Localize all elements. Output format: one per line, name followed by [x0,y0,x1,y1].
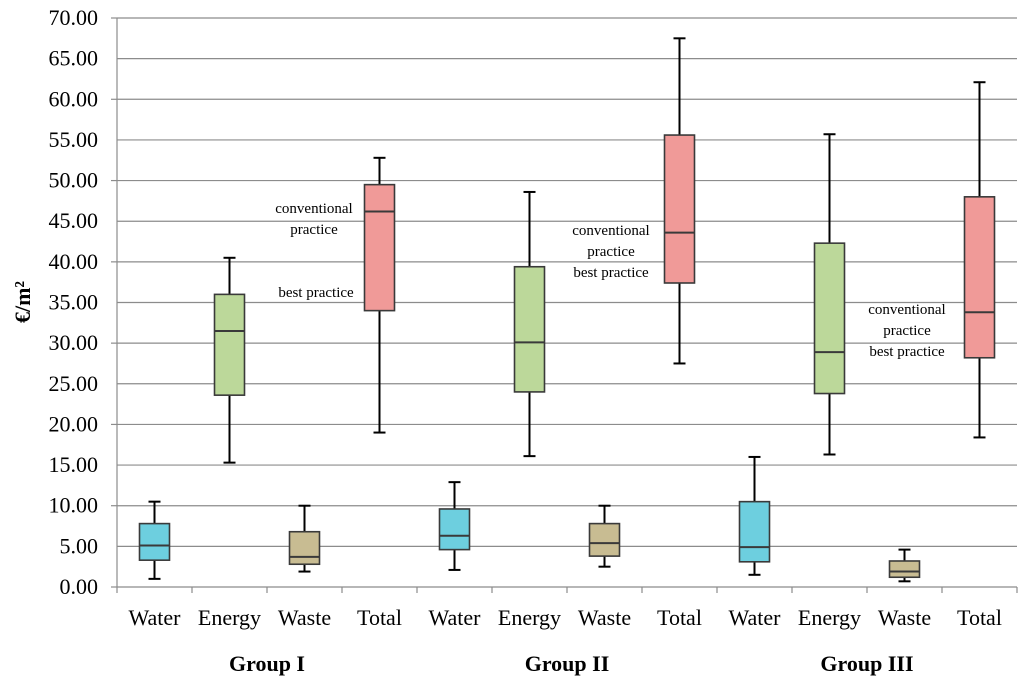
y-tick-label: 15.00 [49,452,99,477]
box-total-3 [963,81,996,439]
y-tick-label: 25.00 [49,371,99,396]
annotations: conventional practice best practice convent… [275,201,945,360]
box-waste-2 [588,504,621,568]
x-category-label: Energy [798,605,861,630]
annotation-text: conventional [275,201,352,217]
group-labels: Group I Group II Group III [229,651,914,676]
boxes [138,37,996,583]
group-label: Group I [229,651,305,676]
box-iqr [138,522,171,561]
box-iqr [213,293,246,396]
x-category-label: Total [657,605,702,630]
y-tick-label: 40.00 [49,249,99,274]
box-iqr [813,242,846,395]
annotation-text: best practice [573,265,649,281]
y-tick-label: 45.00 [49,208,99,233]
box-iqr [588,522,621,557]
box-iqr [738,500,771,563]
x-category-label: Waste [278,605,331,630]
box-waste-3 [888,548,921,583]
box-iqr [663,134,696,284]
group-label: Group III [820,651,913,676]
y-tick-label: 0.00 [60,574,99,599]
annotation-text: best practice [869,344,945,360]
axes [111,17,1018,593]
y-tick-label: 10.00 [49,493,99,518]
box-iqr [363,183,396,312]
box-water-2 [438,481,471,571]
x-category-label: Total [957,605,1002,630]
annotation-text: best practice [278,285,354,301]
annotation-text: conventional [572,223,649,239]
annotation-text: practice [587,244,635,260]
y-tick-label: 70.00 [49,5,99,30]
gridlines [117,17,1017,547]
y-axis-label: €/m² [10,281,35,323]
box-iqr [438,508,471,551]
x-category-label: Water [429,605,482,630]
box-iqr [288,530,321,566]
y-tick-label: 65.00 [49,46,99,71]
x-category-label: Energy [498,605,561,630]
box-iqr [888,560,921,579]
x-category-label: Water [129,605,182,630]
box-energy-2 [513,190,546,458]
box-iqr [963,196,996,359]
box-water-3 [738,455,771,576]
y-tick-label: 60.00 [49,86,99,111]
x-category-label: Total [357,605,402,630]
box-energy-3 [813,133,846,456]
box-total-2 [663,37,696,365]
y-tick-label: 20.00 [49,411,99,436]
y-tick-label: 5.00 [60,533,99,558]
annotation-text: practice [883,323,931,339]
box-iqr [513,265,546,393]
annotation-text: conventional [868,302,945,318]
y-tick-label: 55.00 [49,127,99,152]
group-label: Group II [525,651,610,676]
box-water-1 [138,500,171,580]
x-category-label: Waste [878,605,931,630]
box-waste-1 [288,504,321,573]
y-axis-tick-labels: 0.00 5.00 10.00 15.00 20.00 25.00 30.00 35.00 40… [49,5,99,599]
y-tick-label: 30.00 [49,330,99,355]
box-energy-1 [213,256,246,464]
y-tick-label: 35.00 [49,290,99,315]
x-axis-category-labels: Water Energy Waste Total Water Energy Waste Tot… [129,605,1002,630]
x-category-label: Energy [198,605,261,630]
box-total-1 [363,156,396,434]
x-category-label: Water [729,605,782,630]
x-category-label: Waste [578,605,631,630]
annotation-text: practice [290,222,338,238]
y-tick-label: 50.00 [49,168,99,193]
